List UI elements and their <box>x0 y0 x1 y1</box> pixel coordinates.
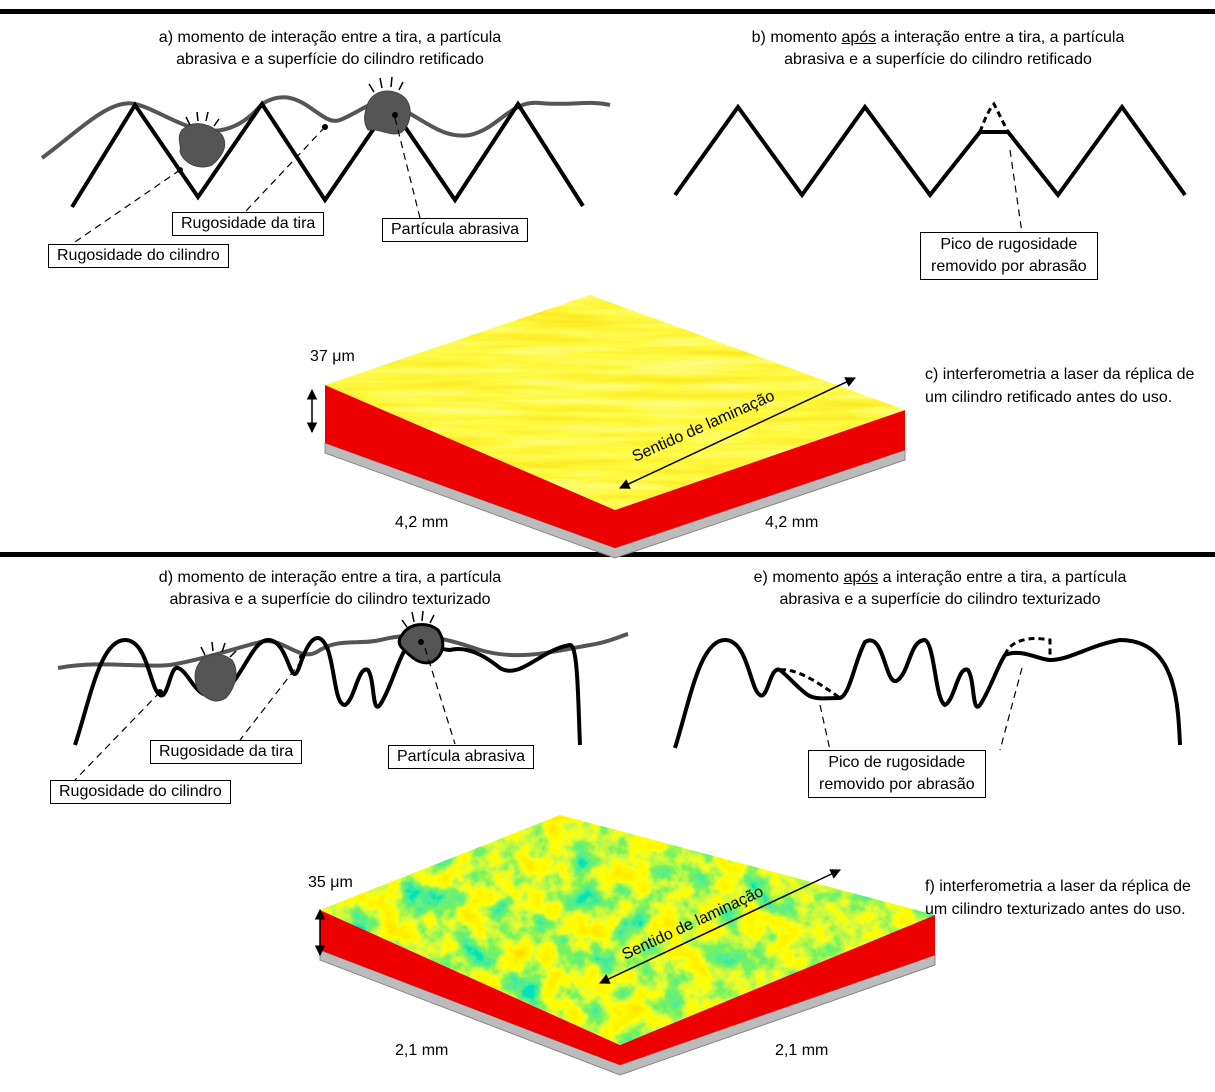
caption: c) interferometria a laser da réplica de <box>925 364 1194 386</box>
caption-emphasis: após <box>841 29 876 46</box>
contact-point <box>418 639 424 645</box>
contact-point <box>299 654 305 660</box>
page: Rugosidade {"top": { "panel_a": {"captio… <box>0 0 1215 1092</box>
label-box: Rugosidade do cilindro <box>50 780 231 804</box>
caption: um cilindro texturizado antes do uso. <box>925 899 1186 921</box>
label-box: Rugosidade da tira <box>172 212 324 236</box>
width-label: 4,2 mm <box>765 512 818 534</box>
caption: e) momento após a interação entre a tira… <box>754 567 1127 589</box>
particle <box>195 655 236 701</box>
caption: abrasiva e a superfície do cilindro text… <box>169 589 490 611</box>
caption: f) interferometria a laser da réplica de <box>925 876 1191 898</box>
caption: d) momento de interação entre a tira, a … <box>159 567 501 589</box>
panel-d-drawing <box>58 611 628 780</box>
particle <box>365 91 411 134</box>
label-line: Pico de rugosidade <box>819 752 975 774</box>
particle-edges <box>369 77 403 92</box>
label-line: removido por abrasão <box>819 774 975 796</box>
cylinder-profile <box>675 107 1185 195</box>
label-box: Partícula abrasiva <box>388 745 534 769</box>
caption: um cilindro retificado antes do uso. <box>925 387 1172 409</box>
separator <box>0 9 1215 14</box>
leader <box>1010 150 1022 233</box>
diagram: Sentido de laminação <box>0 0 1215 1092</box>
label-line: Pico de rugosidade <box>931 234 1087 256</box>
caption: abrasiva e a superfície do cilindro text… <box>779 589 1100 611</box>
width-label: 4,2 mm <box>395 512 448 534</box>
strip-profile <box>58 634 628 668</box>
caption-part: e) momento <box>754 569 839 586</box>
removed-peak <box>980 104 1008 132</box>
label-box: Rugosidade da tira <box>150 740 302 764</box>
caption: abrasiva e a superfície do cilindro reti… <box>784 49 1092 71</box>
removed-peak <box>780 670 840 698</box>
surface-f: Sentido de laminação <box>315 810 940 1075</box>
caption: b) momento após a interação entre a tira… <box>752 27 1125 49</box>
width-label: 2,1 mm <box>395 1040 448 1062</box>
caption: abrasiva e a superfície do cilindro reti… <box>176 49 484 71</box>
height-label: 35 μm <box>308 872 353 894</box>
width-label: 2,1 mm <box>775 1040 828 1062</box>
surface-top <box>315 810 940 1050</box>
caption-emphasis: após <box>843 569 878 586</box>
panel-e-drawing <box>675 639 1180 750</box>
label-line: removido por abrasão <box>931 256 1087 278</box>
contact-point <box>392 112 398 118</box>
cylinder-profile <box>675 640 1180 748</box>
caption: a) momento de interação entre a tira, a … <box>159 27 501 49</box>
label-box: Rugosidade do cilindro <box>48 244 229 268</box>
caption-part: b) momento <box>752 29 837 46</box>
caption-part: a interação entre a tira, a partícula <box>881 29 1125 46</box>
page-body: Sentido de laminação <box>0 0 1215 1092</box>
label-box: Partícula abrasiva <box>382 218 528 242</box>
height-label: 37 μm <box>310 346 355 368</box>
panel-b-drawing <box>675 104 1185 233</box>
caption-part: a interação entre a tira, a partícula <box>883 569 1127 586</box>
